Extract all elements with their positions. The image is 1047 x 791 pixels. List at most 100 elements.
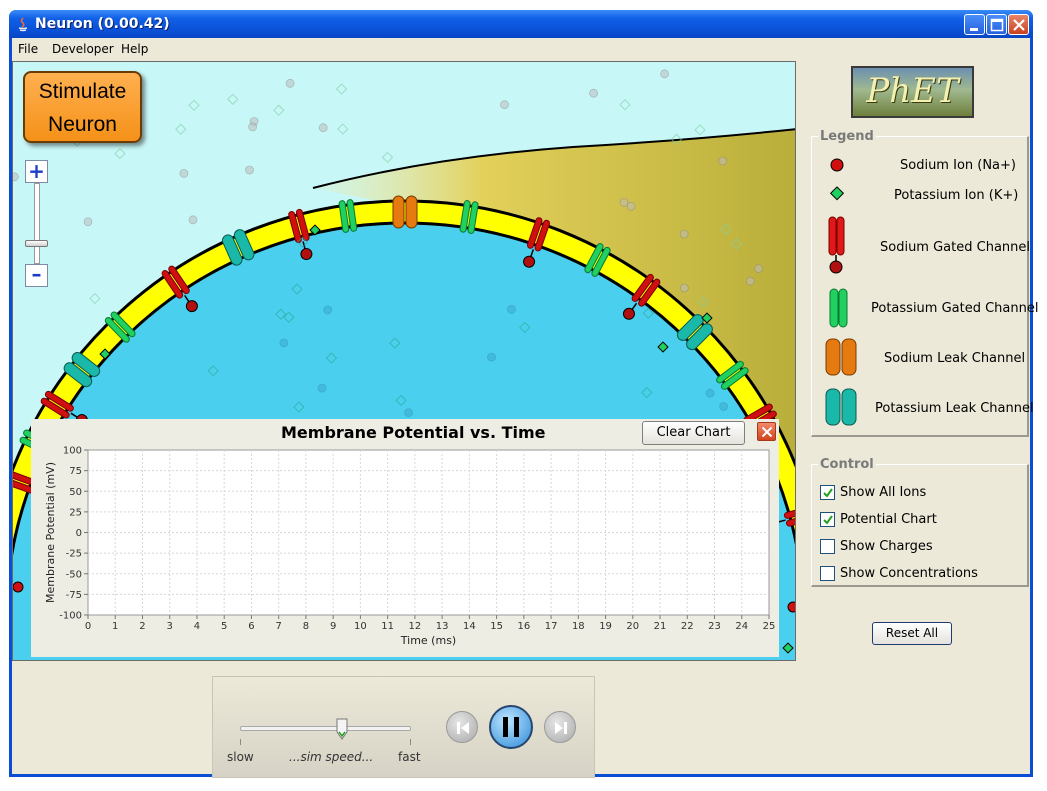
- membrane-potential-chart: 0 1 2 3 4 5 6 7 8 9 10 11 12 13 14 15 16 17 18 19 20 21 22 23 24…: [31, 419, 779, 657]
- x-tick-label: 13: [436, 621, 449, 632]
- zoom-in-button[interactable]: +: [25, 160, 48, 183]
- checkmark-icon: [823, 515, 833, 525]
- maximize-icon: [990, 18, 1004, 32]
- close-icon: [761, 426, 773, 438]
- sim-speed-slider-thumb[interactable]: [336, 718, 348, 740]
- x-tick-label: 10: [354, 621, 367, 632]
- x-tick-label: 24: [735, 621, 748, 632]
- sodium-ion: [323, 305, 333, 315]
- window-title: Neuron (0.00.42): [35, 16, 170, 32]
- chart-plot: 0 1 2 3 4 5 6 7 8 9 10 11 12 13 14 15 16 17 18 19 20 21 22 23 24…: [44, 446, 775, 648]
- potassium-ion: [293, 401, 305, 413]
- x-tick-label: 11: [381, 621, 394, 632]
- legend-label-potassium-leak: Potassium Leak Channel: [875, 401, 1034, 416]
- sodium-ion: [487, 352, 496, 362]
- y-tick-label: 50: [69, 487, 82, 498]
- potassium-ion: [296, 236, 309, 248]
- potential-chart-checkbox[interactable]: [820, 512, 835, 527]
- sodium-ion: [679, 229, 689, 239]
- potassium-ion: [642, 307, 654, 319]
- zoom-slider-thumb[interactable]: [25, 240, 48, 247]
- sodium-leak-channel: [392, 195, 418, 229]
- step-forward-button[interactable]: [544, 711, 576, 743]
- potassium-gated-channel: [338, 199, 358, 233]
- sodium-ion: [660, 69, 669, 79]
- potassium-ion: [389, 337, 401, 349]
- show-concentrations-label: Show Concentrations: [840, 566, 978, 581]
- potassium-ion: [275, 308, 287, 320]
- checkmark-icon: [823, 488, 833, 498]
- show-charges-checkbox[interactable]: [820, 539, 835, 554]
- sodium-ion: [179, 169, 189, 178]
- potassium-ion: [114, 147, 126, 160]
- potassium-ion: [291, 283, 303, 295]
- sodium-ion: [619, 198, 629, 207]
- phet-logo[interactable]: PhET: [851, 66, 974, 118]
- sim-speed-label: ...sim speed...: [289, 750, 374, 764]
- potassium-ion: [283, 311, 295, 323]
- step-back-button[interactable]: [446, 711, 478, 743]
- potassium-ion: [720, 223, 732, 235]
- clear-chart-button[interactable]: Clear Chart: [642, 421, 745, 445]
- control-group: Control Show All Ions Potential Chart Sh…: [811, 457, 1029, 587]
- app-window: Neuron (0.00.42) File Developer Help: [9, 10, 1038, 778]
- x-tick-label: 6: [248, 621, 254, 632]
- sodium-ion: [680, 283, 689, 293]
- potassium-gated-channel: [584, 243, 611, 277]
- potassium-gated-channel-icon: [829, 288, 848, 328]
- y-tick-label: -50: [66, 569, 82, 580]
- x-tick-label: 17: [545, 621, 558, 632]
- reset-all-button[interactable]: Reset All: [872, 622, 952, 645]
- menu-file[interactable]: File: [18, 42, 39, 56]
- y-tick-label: -75: [66, 590, 82, 601]
- legend-label-potassium-gated: Potassium Gated Channel: [871, 301, 1039, 316]
- show-concentrations-checkbox[interactable]: [820, 566, 835, 581]
- x-tick-label: 16: [517, 621, 530, 632]
- show-all-ions-checkbox[interactable]: [820, 485, 835, 500]
- clock-control-panel: slow ...sim speed... fast: [212, 676, 595, 778]
- chart-title: Membrane Potential vs. Time: [281, 423, 546, 442]
- potassium-gated-channel: [459, 200, 479, 234]
- potassium-ion: [697, 296, 709, 308]
- maximize-button[interactable]: [986, 14, 1007, 35]
- stimulate-neuron-button[interactable]: Stimulate Neuron: [23, 71, 142, 143]
- show-all-ions-label: Show All Ions: [840, 485, 927, 500]
- potassium-ion: [99, 348, 111, 360]
- sodium-ion: [404, 408, 414, 418]
- potassium-ion: [395, 394, 407, 407]
- control-title: Control: [818, 457, 876, 472]
- stimulate-label-line1: Stimulate: [38, 80, 127, 103]
- sodium-gated-channel-icon: [828, 216, 845, 274]
- phet-logo-text: PhET: [866, 71, 959, 111]
- menu-developer[interactable]: Developer: [52, 42, 114, 56]
- minimize-button[interactable]: [964, 14, 985, 35]
- y-tick-label: 0: [76, 528, 82, 539]
- close-window-button[interactable]: [1008, 14, 1029, 35]
- title-bar[interactable]: Neuron (0.00.42): [9, 10, 1033, 38]
- close-chart-button[interactable]: [757, 422, 776, 441]
- sodium-ion: [507, 304, 516, 314]
- pause-button[interactable]: [489, 705, 533, 749]
- menu-help[interactable]: Help: [121, 42, 149, 56]
- sim-speed-slider-track[interactable]: [240, 726, 411, 731]
- potassium-gated-channel: [104, 311, 136, 343]
- sodium-ion: [279, 338, 289, 348]
- zoom-slider-track[interactable]: [34, 183, 40, 264]
- potassium-ion: [273, 104, 285, 116]
- potential-chart-label: Potential Chart: [840, 512, 937, 527]
- potassium-ion: [309, 224, 321, 236]
- cell-membrane: [13, 199, 795, 557]
- simulation-canvas[interactable]: Stimulate Neuron + – 0 1 2 3 4 5 6 7 8 9 10 11 12 13 1…: [12, 61, 796, 661]
- close-icon: [1013, 19, 1025, 31]
- sodium-ion: [188, 215, 198, 225]
- x-tick-label: 15: [490, 621, 503, 632]
- sodium-leak-channel-icon: [825, 338, 857, 376]
- zoom-out-button[interactable]: –: [25, 264, 48, 287]
- x-tick-label: 3: [167, 621, 173, 632]
- potassium-ion-icon: [829, 186, 845, 201]
- sodium-gated-channel: [622, 273, 661, 320]
- x-tick-label: 20: [626, 621, 639, 632]
- sodium-ion: [500, 100, 509, 110]
- sodium-gated-channel: [161, 265, 198, 313]
- x-tick-label: 21: [654, 621, 667, 632]
